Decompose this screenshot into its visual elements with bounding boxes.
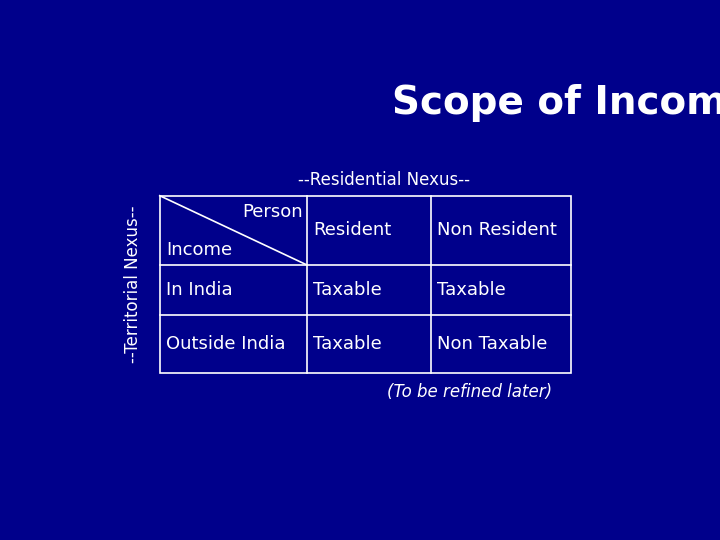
Text: --Territorial Nexus--: --Territorial Nexus--	[124, 206, 142, 363]
Text: (To be refined later): (To be refined later)	[387, 383, 552, 401]
Text: --Residential Nexus--: --Residential Nexus--	[299, 171, 470, 190]
Text: Income: Income	[166, 241, 232, 259]
Text: Scope of Income: Scope of Income	[392, 84, 720, 122]
Text: Non Resident: Non Resident	[437, 221, 557, 239]
Text: Taxable: Taxable	[437, 281, 506, 299]
Text: Outside India: Outside India	[166, 335, 285, 353]
Bar	[160, 195, 570, 373]
Text: Person: Person	[243, 204, 303, 221]
Text: Resident: Resident	[313, 221, 392, 239]
Text: Taxable: Taxable	[313, 281, 382, 299]
Text: In India: In India	[166, 281, 233, 299]
Text: Taxable: Taxable	[313, 335, 382, 353]
Text: Non Taxable: Non Taxable	[437, 335, 548, 353]
